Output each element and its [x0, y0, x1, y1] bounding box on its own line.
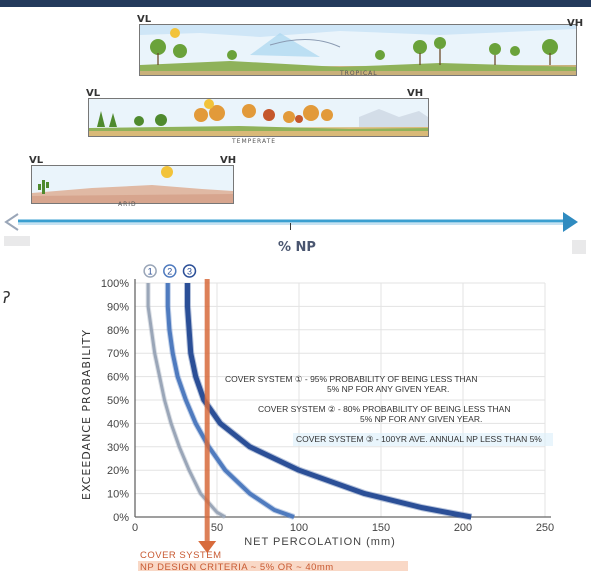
top-bar	[0, 0, 591, 7]
tropical-vl: VL	[137, 14, 152, 25]
y-tick-label: 20%	[107, 465, 129, 477]
criteria-value: NP DESIGN CRITERIA ~ 5% OR ~ 40mm	[140, 562, 334, 571]
annotation-cover-system-3: COVER SYSTEM ③ - 100YR AVE. ANNUAL NP LE…	[296, 434, 542, 444]
y-tick-label: 30%	[107, 442, 129, 454]
arid-vl: VL	[29, 155, 44, 166]
y-tick-label: 100%	[101, 278, 129, 290]
temperate-caption: TEMPERATE	[232, 138, 277, 145]
series-1-marker-label: 1	[148, 267, 153, 277]
series-1-marker	[143, 264, 157, 278]
y-tick-label: 50%	[107, 395, 129, 407]
series-3-line	[184, 283, 472, 520]
arid-scene	[31, 165, 234, 204]
x-tick-label: 150	[372, 522, 390, 534]
series-2-marker	[163, 264, 177, 278]
annotation-cover-system-1: COVER SYSTEM ① - 95% PROBABILITY OF BEIN…	[225, 374, 477, 384]
annotation-cover-system-1-line2: 5% NP FOR ANY GIVEN YEAR.	[327, 384, 449, 394]
left-edge-mark: ʔ	[2, 288, 11, 307]
annotation-cover-system-2-line2: 5% NP FOR ANY GIVEN YEAR.	[360, 414, 482, 424]
right-grey-block	[572, 240, 586, 254]
tropical-vh: VH	[567, 18, 584, 29]
x-tick-label: 200	[454, 522, 472, 534]
x-tick-label: 50	[211, 522, 223, 534]
y-tick-label: 60%	[107, 372, 129, 384]
criteria-highlight	[138, 561, 408, 571]
y-tick-label: 40%	[107, 418, 129, 430]
temperate-scene	[88, 98, 429, 137]
x-axis-label: NET PERCOLATION (mm)	[244, 536, 396, 548]
np-scale-label: % NP	[278, 240, 316, 255]
series-2-line	[165, 283, 295, 519]
x-tick-label: 0	[132, 522, 138, 534]
annotation-cover-system-2: COVER SYSTEM ② - 80% PROBABILITY OF BEIN…	[258, 404, 510, 414]
x-tick-label: 100	[290, 522, 308, 534]
np-scale-tick: I	[289, 222, 292, 233]
series-1-line	[146, 283, 226, 519]
np-scale-arrow	[4, 212, 578, 232]
y-tick-label: 10%	[107, 489, 129, 501]
tropical-caption: TROPICAL	[340, 70, 378, 77]
arid-caption: ARID	[118, 201, 137, 208]
annotation-highlight	[293, 433, 553, 446]
y-tick-label: 90%	[107, 301, 129, 313]
criteria-title: COVER SYSTEM	[140, 550, 222, 561]
x-tick-label: 250	[536, 522, 554, 534]
temperate-vh: VH	[407, 88, 424, 99]
series-2-marker-label: 2	[167, 267, 172, 277]
series-3-marker	[182, 264, 197, 278]
y-tick-label: 80%	[107, 325, 129, 337]
left-grey-block	[4, 236, 30, 246]
np-design-arrowhead	[198, 541, 217, 553]
y-tick-label: 70%	[107, 348, 129, 360]
tropical-scene	[139, 24, 577, 76]
temperate-vl: VL	[86, 88, 101, 99]
arid-vh: VH	[220, 155, 237, 166]
y-tick-label: 0%	[113, 512, 129, 524]
series-3-marker-label: 3	[187, 267, 192, 277]
